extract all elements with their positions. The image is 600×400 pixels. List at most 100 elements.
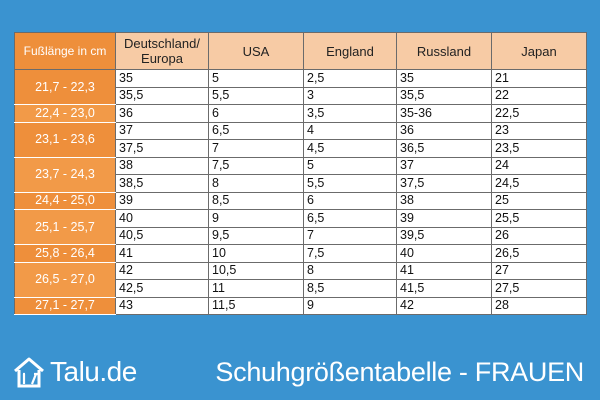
header-russia: Russland <box>396 32 492 70</box>
size-cell: 8 <box>303 261 397 280</box>
header-england: England <box>303 32 397 70</box>
size-cell: 37,5 <box>115 139 209 158</box>
table-row: 35,5 5,5 3 35,5 22 <box>15 86 587 105</box>
foot-length-cell: 23,7 - 24,3 <box>14 156 116 193</box>
size-cell: 37 <box>396 156 492 175</box>
foot-length-cell: 23,1 - 23,6 <box>14 121 116 158</box>
size-cell: 36,5 <box>396 139 492 158</box>
header-foot-length: Fußlänge in cm <box>14 32 116 70</box>
size-cell: 41 <box>115 244 209 263</box>
size-table-container: Fußlänge in cm Deutschland/ Europa USA E… <box>14 32 587 315</box>
caption-title: Schuhgrößentabelle - FRAUEN <box>215 356 584 387</box>
size-cell: 41 <box>396 261 492 280</box>
size-cell: 27 <box>491 261 587 280</box>
size-cell: 38 <box>115 156 209 175</box>
size-cell: 11 <box>208 279 304 298</box>
table-row: 42,5 11 8,5 41,5 27,5 <box>15 279 587 298</box>
size-cell: 22 <box>491 86 587 105</box>
size-cell: 23 <box>491 121 587 140</box>
size-cell: 4 <box>303 121 397 140</box>
size-cell: 5,5 <box>208 86 304 105</box>
foot-length-cell: 25,8 - 26,4 <box>14 244 116 263</box>
size-cell: 26 <box>491 226 587 245</box>
size-cell: 42 <box>396 296 492 315</box>
logo: Talu.de <box>12 352 137 392</box>
table-row: 25,1 - 25,7 40 9 6,5 39 25,5 <box>14 209 587 245</box>
size-cell: 25,5 <box>491 209 587 228</box>
foot-length-cell: 24,4 - 25,0 <box>14 191 116 210</box>
table-body: 21,7 - 22,3 35 5 2,5 35 21 35,5 5,5 3 35,5 22 22,4 … <box>14 69 587 315</box>
size-cell: 10 <box>208 244 304 263</box>
size-cell: 7 <box>303 226 397 245</box>
size-cell: 6 <box>208 104 304 123</box>
size-cell: 24 <box>491 156 587 175</box>
size-cell: 22,5 <box>491 104 587 123</box>
size-cell: 6,5 <box>303 209 397 228</box>
size-cell: 35,5 <box>115 86 209 105</box>
size-cell: 37 <box>115 121 209 140</box>
size-cell: 43 <box>115 296 209 315</box>
size-cell: 38,5 <box>115 174 209 193</box>
size-cell: 7,5 <box>303 244 397 263</box>
size-cell: 9,5 <box>208 226 304 245</box>
house-tools-icon <box>14 357 44 388</box>
foot-length-cell: 25,1 - 25,7 <box>14 209 116 245</box>
size-cell: 9 <box>303 296 397 315</box>
size-cell: 11,5 <box>208 296 304 315</box>
table-row: 22,4 - 23,0 36 6 3,5 35-36 22,5 <box>14 104 587 123</box>
size-cell: 37,5 <box>396 174 492 193</box>
table-row: 23,1 - 23,6 37 6,5 4 36 23 <box>14 121 587 158</box>
size-cell: 35,5 <box>396 86 492 105</box>
size-cell: 8,5 <box>303 279 397 298</box>
size-cell: 28 <box>491 296 587 315</box>
size-cell: 8 <box>208 174 304 193</box>
size-cell: 41,5 <box>396 279 492 298</box>
size-cell: 38 <box>396 191 492 210</box>
size-cell: 39,5 <box>396 226 492 245</box>
header-row: Fußlänge in cm Deutschland/ Europa USA E… <box>14 32 587 70</box>
size-cell: 4,5 <box>303 139 397 158</box>
size-cell: 26,5 <box>491 244 587 263</box>
size-cell: 40 <box>396 244 492 263</box>
table-row: 25,8 - 26,4 41 10 7,5 40 26,5 <box>14 244 587 263</box>
size-cell: 3,5 <box>303 104 397 123</box>
table-row: 26,5 - 27,0 42 10,5 8 41 27 <box>14 261 587 298</box>
header-europe: Deutschland/ Europa <box>115 32 209 70</box>
table-row: 24,4 - 25,0 39 8,5 6 38 25 <box>14 191 587 210</box>
header-japan: Japan <box>491 32 587 70</box>
size-cell: 2,5 <box>303 69 397 88</box>
size-cell: 39 <box>115 191 209 210</box>
table-row: 21,7 - 22,3 35 5 2,5 35 21 <box>14 69 587 105</box>
size-cell: 39 <box>396 209 492 228</box>
size-cell: 6,5 <box>208 121 304 140</box>
size-cell: 36 <box>396 121 492 140</box>
size-cell: 3 <box>303 86 397 105</box>
size-cell: 24,5 <box>491 174 587 193</box>
size-cell: 40,5 <box>115 226 209 245</box>
size-cell: 27,5 <box>491 279 587 298</box>
size-cell: 40 <box>115 209 209 228</box>
size-cell: 7 <box>208 139 304 158</box>
foot-length-cell: 21,7 - 22,3 <box>14 69 116 105</box>
foot-length-cell: 26,5 - 27,0 <box>14 261 116 298</box>
foot-length-cell: 22,4 - 23,0 <box>14 104 116 123</box>
header-usa: USA <box>208 32 304 70</box>
size-cell: 35 <box>115 69 209 88</box>
size-cell: 42,5 <box>115 279 209 298</box>
size-table: Fußlänge in cm Deutschland/ Europa USA E… <box>14 32 587 315</box>
size-cell: 5 <box>303 156 397 175</box>
size-cell: 25 <box>491 191 587 210</box>
size-cell: 5,5 <box>303 174 397 193</box>
logo-text: Talu.de <box>50 356 137 387</box>
size-cell: 9 <box>208 209 304 228</box>
size-cell: 42 <box>115 261 209 280</box>
size-cell: 23,5 <box>491 139 587 158</box>
size-cell: 10,5 <box>208 261 304 280</box>
size-cell: 7,5 <box>208 156 304 175</box>
size-cell: 35 <box>396 69 492 88</box>
foot-length-cell: 27,1 - 27,7 <box>14 296 116 315</box>
size-cell: 35-36 <box>396 104 492 123</box>
table-row: 23,7 - 24,3 38 7,5 5 37 24 <box>14 156 587 193</box>
size-cell: 6 <box>303 191 397 210</box>
